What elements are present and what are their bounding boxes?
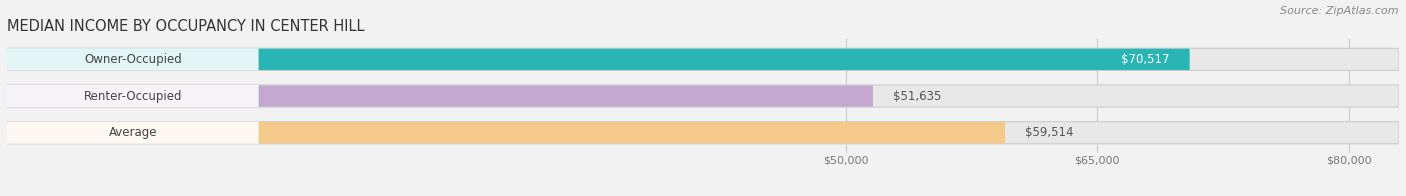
FancyBboxPatch shape [7,122,1005,143]
FancyBboxPatch shape [7,85,1399,107]
Text: $70,517: $70,517 [1121,53,1170,66]
Text: Average: Average [108,126,157,139]
Text: $51,635: $51,635 [893,90,942,103]
Text: Source: ZipAtlas.com: Source: ZipAtlas.com [1281,6,1399,16]
Text: $59,514: $59,514 [1025,126,1074,139]
FancyBboxPatch shape [7,85,259,107]
FancyBboxPatch shape [7,48,259,70]
FancyBboxPatch shape [7,85,873,107]
FancyBboxPatch shape [7,122,1399,143]
Text: MEDIAN INCOME BY OCCUPANCY IN CENTER HILL: MEDIAN INCOME BY OCCUPANCY IN CENTER HIL… [7,19,364,34]
FancyBboxPatch shape [7,49,1399,70]
FancyBboxPatch shape [7,122,259,144]
FancyBboxPatch shape [7,49,1189,70]
Text: Owner-Occupied: Owner-Occupied [84,53,181,66]
Text: Renter-Occupied: Renter-Occupied [83,90,181,103]
